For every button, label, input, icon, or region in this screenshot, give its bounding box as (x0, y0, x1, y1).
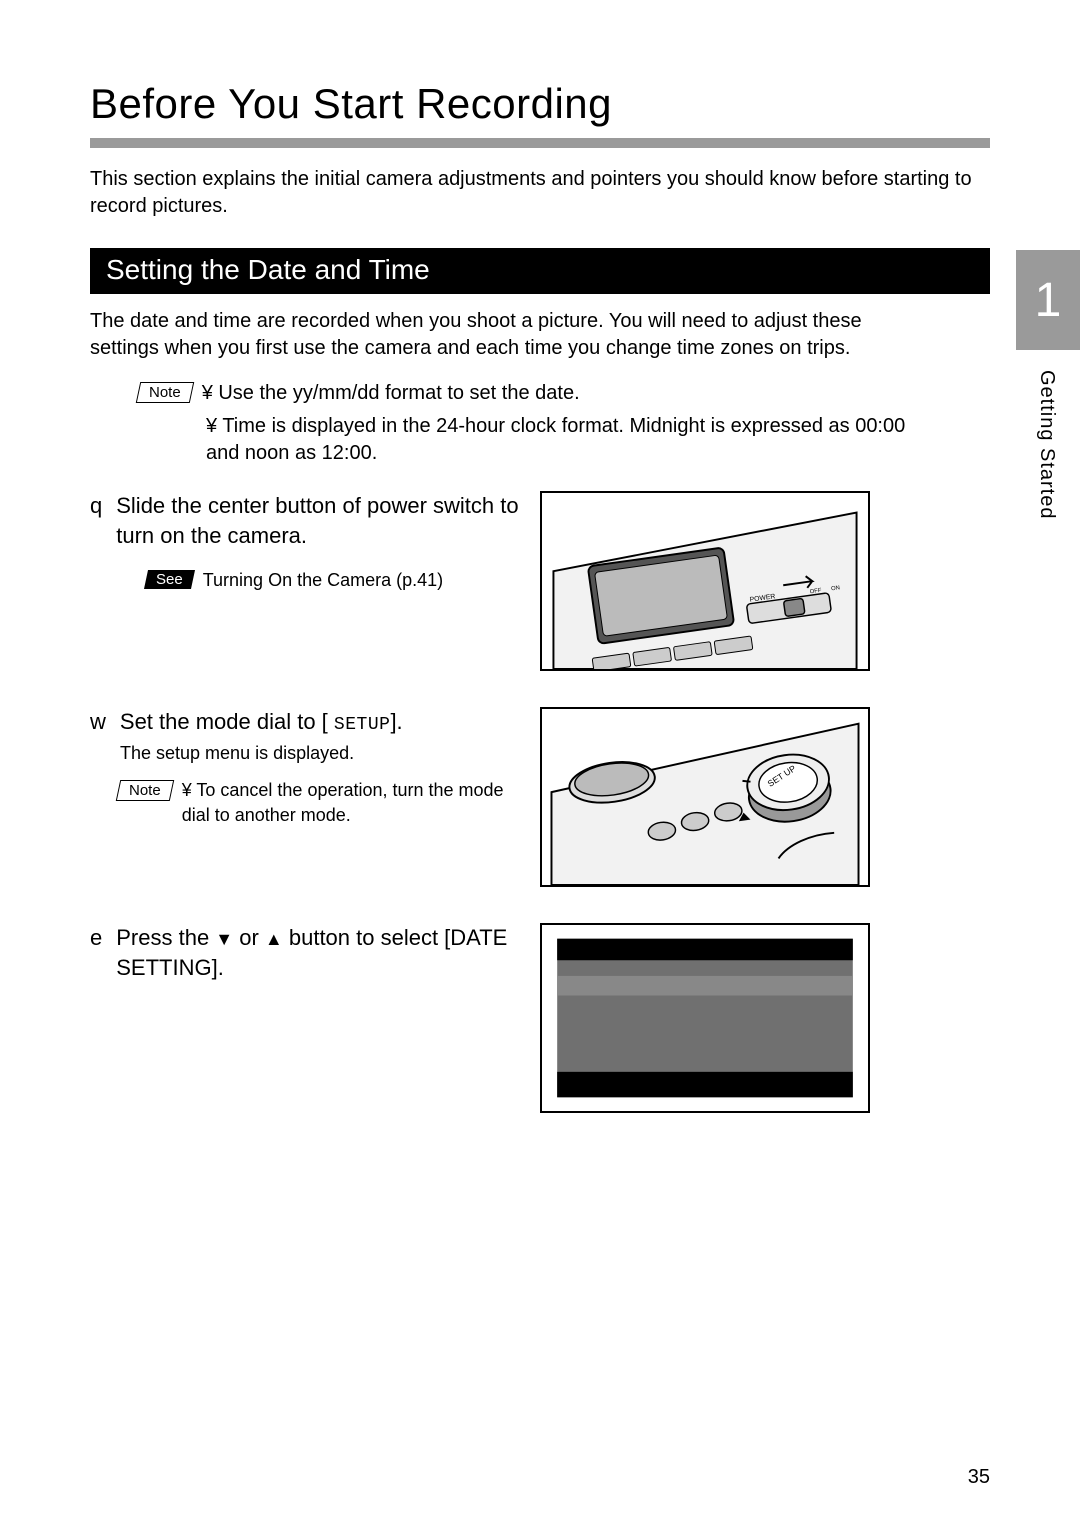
down-triangle-icon: ▼ (215, 929, 233, 949)
note-row-1: Note ¥ Use the yy/mm/dd format to set th… (138, 380, 930, 407)
page-number: 35 (968, 1466, 990, 1489)
step-1-row: q Slide the center button of power switc… (90, 491, 990, 671)
note-badge: Note (136, 382, 194, 403)
step-2-row: w Set the mode dial to [ SETUP]. The set… (90, 707, 990, 887)
step-3-head: e Press the ▼ or ▲ button to select [DAT… (90, 923, 520, 982)
section-heading: Setting the Date and Time (90, 248, 990, 294)
intro-text: This section explains the initial camera… (90, 166, 990, 220)
note-text-2: ¥ Time is displayed in the 24-hour clock… (206, 413, 930, 467)
illustration-mode-dial: SET UP (540, 707, 870, 887)
step-2-bullet: w (90, 707, 106, 737)
section-intro: The date and time are recorded when you … (90, 308, 930, 362)
see-row-1: See Turning On the Camera (p.41) (118, 568, 520, 592)
title-rule (90, 138, 990, 148)
step-1-bullet: q (90, 491, 102, 550)
step-2-head: w Set the mode dial to [ SETUP]. (90, 707, 520, 737)
chapter-title: Before You Start Recording (90, 80, 990, 128)
note-row-2: ¥ Time is displayed in the 24-hour clock… (206, 413, 930, 467)
chapter-number: 1 (1035, 273, 1062, 328)
note-text-1: ¥ Use the yy/mm/dd format to set the dat… (202, 380, 580, 407)
svg-text:ON: ON (831, 585, 841, 592)
step-3-bullet: e (90, 923, 102, 982)
step-1-text: Slide the center button of power switch … (116, 491, 520, 550)
step-2-sub: The setup menu is displayed. (120, 743, 520, 764)
note-badge-2: Note (116, 780, 174, 801)
step-3-text: Press the ▼ or ▲ button to select [DATE … (116, 923, 520, 982)
step-1-head: q Slide the center button of power switc… (90, 491, 520, 550)
step-3-row: e Press the ▼ or ▲ button to select [DAT… (90, 923, 990, 1113)
step-2-note-row: Note ¥ To cancel the operation, turn the… (118, 778, 520, 827)
see-text-1: Turning On the Camera (p.41) (203, 568, 443, 592)
chapter-tab: 1 (1016, 250, 1080, 350)
illustration-power-switch: POWER OFF ON (540, 491, 870, 671)
step-2-text: Set the mode dial to [ SETUP]. (120, 707, 403, 737)
up-triangle-icon: ▲ (265, 929, 283, 949)
illustration-menu-screen (540, 923, 870, 1113)
see-badge: See (144, 570, 195, 589)
step-2-note-text: ¥ To cancel the operation, turn the mode… (182, 778, 520, 827)
chapter-label: Getting Started (1035, 370, 1058, 520)
